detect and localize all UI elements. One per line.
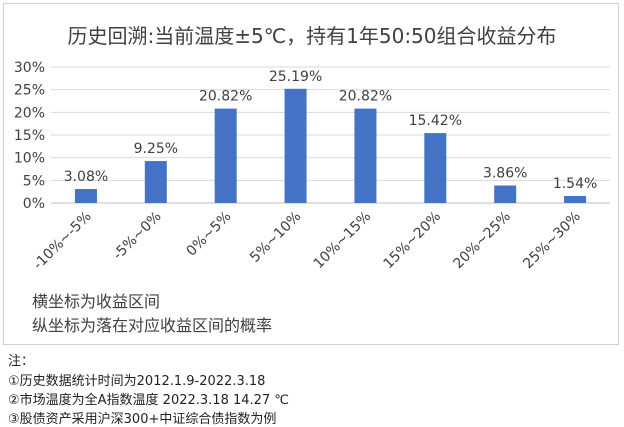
bar — [74, 189, 97, 203]
data-label: 3.08% — [64, 169, 108, 185]
x-tick-label: -10%~-5% — [30, 209, 94, 273]
data-label: 25.19% — [269, 69, 322, 85]
x-tick-label: 10%~15% — [311, 209, 375, 273]
data-label: 20.82% — [199, 89, 252, 105]
bar — [424, 133, 447, 203]
data-label: 1.54% — [553, 176, 597, 192]
note-item-2: ②市场温度为全A指数温度 2022.3.18 14.27 ℃ — [8, 393, 289, 408]
bar — [144, 161, 167, 203]
y-tick-label: 30% — [14, 60, 45, 76]
bar — [494, 185, 517, 203]
bar — [284, 88, 307, 203]
x-tick-label: 20%~25% — [450, 209, 514, 273]
chart-title: 历史回溯:当前温度±5℃，持有1年50:50组合收益分布 — [67, 24, 557, 48]
data-label: 3.86% — [483, 166, 527, 182]
bar — [214, 108, 237, 203]
bar — [564, 196, 587, 203]
chart-frame: 历史回溯:当前温度±5℃，持有1年50:50组合收益分布 0% 5% 10% 15% 2… — [3, 3, 619, 345]
x-tick-label: -5%~0% — [110, 209, 165, 264]
y-axis-note: 纵坐标为落在对应收益区间的概率 — [32, 316, 273, 335]
y-tick-label: 0% — [23, 196, 45, 212]
note-item-3: ③股债资产采用沪深300+中证综合债指数为例 — [8, 412, 277, 427]
x-tick-label: 25%~30% — [520, 209, 584, 273]
notes-heading: 注： — [8, 354, 35, 369]
data-label: 20.82% — [339, 89, 392, 105]
y-tick-label: 5% — [23, 173, 45, 189]
y-tick-label: 20% — [14, 105, 45, 121]
bar — [354, 108, 377, 203]
x-axis-note: 横坐标为收益区间 — [32, 292, 161, 311]
y-tick-label: 15% — [14, 128, 45, 144]
note-item-1: ①历史数据统计时间为2012.1.9-2022.3.18 — [8, 374, 266, 389]
x-tick-label: 5%~10% — [247, 209, 304, 266]
data-label: 15.42% — [409, 113, 462, 129]
x-tick-label: 0%~5% — [183, 209, 234, 260]
bar-chart: 0% 5% 10% 15% 20% 25% 30% 3.08% -10%~-5% 9.25% -5%… — [14, 60, 610, 273]
y-tick-label: 10% — [14, 151, 45, 167]
x-tick-label: 15%~20% — [381, 209, 445, 273]
y-tick-label: 25% — [14, 83, 45, 99]
data-label: 9.25% — [134, 141, 178, 157]
